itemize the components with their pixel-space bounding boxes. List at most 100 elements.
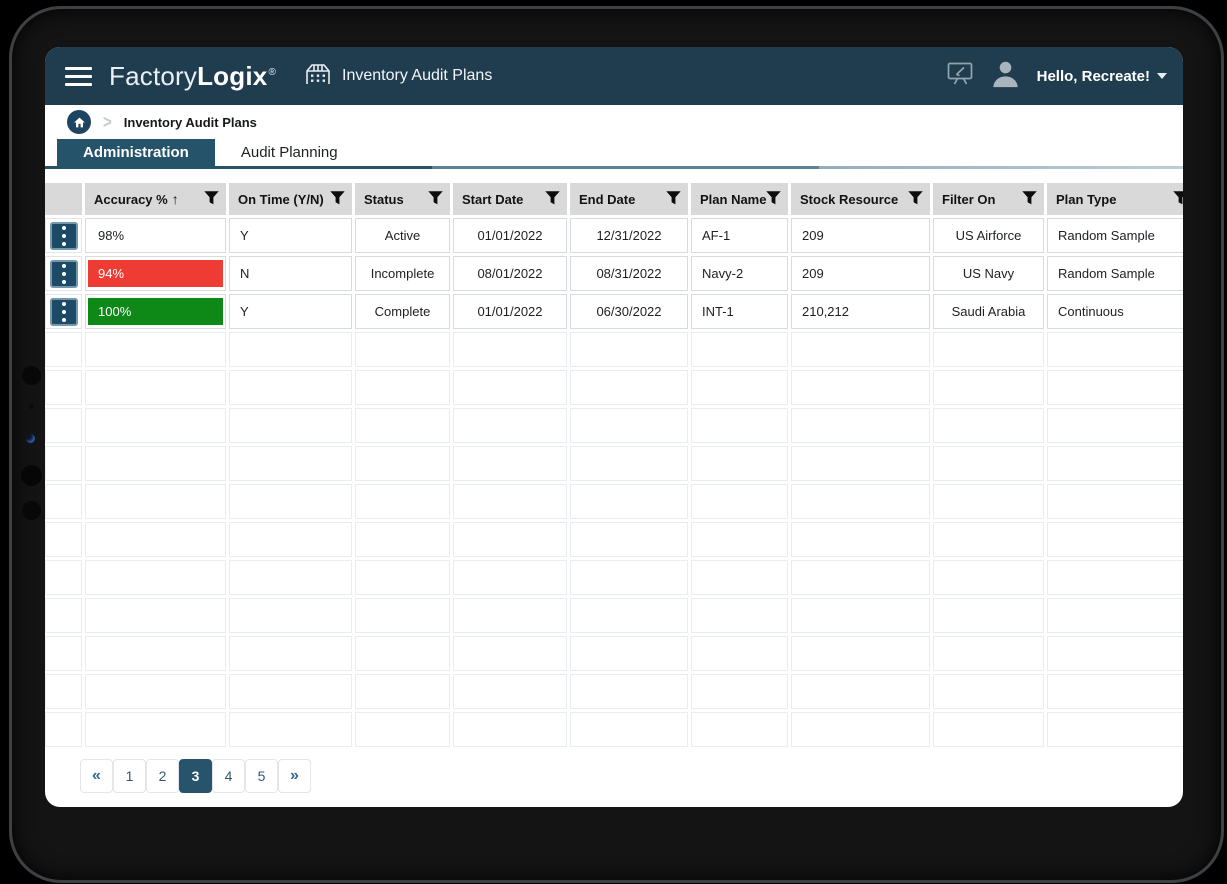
plan-name-cell[interactable]: INT-1 [691, 294, 788, 329]
plan-type-cell[interactable]: Random Sample [1047, 256, 1183, 291]
page-button-2[interactable]: 2 [146, 759, 179, 793]
tab-administration[interactable]: Administration [57, 139, 215, 166]
empty-cell [691, 446, 788, 481]
empty-cell [933, 674, 1044, 709]
accuracy-cell[interactable]: 100% [85, 294, 226, 329]
filter-icon[interactable] [428, 190, 443, 208]
breadcrumb-current: Inventory Audit Plans [123, 114, 257, 130]
on-time-cell[interactable]: Y [229, 294, 352, 329]
filter-icon[interactable] [204, 190, 219, 208]
empty-cell [355, 522, 450, 557]
monitor-edit-icon[interactable] [947, 62, 974, 91]
filter-icon[interactable] [908, 190, 923, 208]
plan-name-cell[interactable]: Navy-2 [691, 256, 788, 291]
filter-icon[interactable] [1173, 190, 1183, 208]
empty-cell [1047, 560, 1183, 595]
empty-cell [1047, 674, 1183, 709]
column-header-stock-resource[interactable]: Stock Resource [791, 183, 930, 215]
empty-cell [229, 598, 352, 633]
plan-type-cell[interactable]: Continuous [1047, 294, 1183, 329]
app-screen: FactoryLogix® [45, 47, 1183, 807]
end-date-cell[interactable]: 06/30/2022 [570, 294, 688, 329]
empty-cell [229, 636, 352, 671]
filter-icon[interactable] [330, 190, 345, 208]
empty-cell [355, 332, 450, 367]
stock-resource-cell[interactable]: 210,212 [791, 294, 930, 329]
filter-icon[interactable] [545, 190, 560, 208]
column-header-filter-on[interactable]: Filter On [933, 183, 1044, 215]
filter-on-cell[interactable]: US Airforce [933, 218, 1044, 253]
status-cell[interactable]: Complete [355, 294, 450, 329]
filter-icon[interactable] [1022, 190, 1037, 208]
stock-resource-cell[interactable]: 209 [791, 256, 930, 291]
empty-cell [1047, 408, 1183, 443]
pagination-prev-icon[interactable]: « [80, 759, 113, 793]
start-date-cell[interactable]: 01/01/2022 [453, 294, 567, 329]
pagination-next-icon[interactable]: » [278, 759, 311, 793]
empty-cell [229, 712, 352, 747]
empty-cell [691, 332, 788, 367]
empty-cell [229, 446, 352, 481]
empty-cell [933, 522, 1044, 557]
column-header-end-date[interactable]: End Date [570, 183, 688, 215]
page-button-4[interactable]: 4 [212, 759, 245, 793]
user-menu[interactable]: Hello, Recreate! [1037, 68, 1167, 85]
stock-resource-cell[interactable]: 209 [791, 218, 930, 253]
empty-cell [453, 560, 567, 595]
empty-cell [85, 674, 226, 709]
column-header-status[interactable]: Status [355, 183, 450, 215]
filter-on-cell[interactable]: Saudi Arabia [933, 294, 1044, 329]
accuracy-cell[interactable]: 94% [85, 256, 226, 291]
status-cell[interactable]: Incomplete [355, 256, 450, 291]
user-avatar-icon[interactable] [990, 58, 1021, 94]
plan-type-cell[interactable]: Random Sample [1047, 218, 1183, 253]
column-header-accuracy[interactable]: Accuracy % ↑ [85, 183, 226, 215]
row-menu-kebab-icon[interactable] [49, 297, 78, 326]
empty-cell [1047, 598, 1183, 633]
empty-cell [791, 370, 930, 405]
filter-icon[interactable] [766, 190, 782, 208]
page-button-5[interactable]: 5 [245, 759, 278, 793]
empty-cell [1047, 712, 1183, 747]
on-time-cell[interactable]: Y [229, 218, 352, 253]
row-menu-kebab-icon[interactable] [49, 259, 78, 288]
sort-asc-icon: ↑ [171, 191, 179, 207]
start-date-cell[interactable]: 08/01/2022 [453, 256, 567, 291]
column-header-row-menu[interactable] [45, 183, 82, 215]
empty-cell [570, 370, 688, 405]
empty-cell [45, 332, 82, 367]
column-header-plan-name[interactable]: Plan Name [691, 183, 788, 215]
empty-cell [791, 408, 930, 443]
accuracy-cell[interactable]: 98% [85, 218, 226, 253]
column-header-on-time-y-n[interactable]: On Time (Y/N) [229, 183, 352, 215]
row-menu-kebab-icon[interactable] [49, 221, 78, 250]
filter-icon[interactable] [666, 190, 681, 208]
menu-icon[interactable] [65, 66, 92, 86]
end-date-cell[interactable]: 12/31/2022 [570, 218, 688, 253]
empty-cell [45, 712, 82, 747]
on-time-cell[interactable]: N [229, 256, 352, 291]
column-header-start-date[interactable]: Start Date [453, 183, 567, 215]
home-icon[interactable] [67, 110, 91, 134]
tab-bar: Administration Audit Planning [57, 139, 1183, 166]
microphone-dot-icon [29, 404, 34, 409]
page-button-1[interactable]: 1 [113, 759, 146, 793]
empty-cell [791, 636, 930, 671]
page-button-3[interactable]: 3 [179, 759, 212, 793]
empty-cell [229, 408, 352, 443]
empty-cell [691, 712, 788, 747]
empty-cell [453, 712, 567, 747]
start-date-cell[interactable]: 01/01/2022 [453, 218, 567, 253]
filter-on-cell[interactable]: US Navy [933, 256, 1044, 291]
column-header-plan-type[interactable]: Plan Type [1047, 183, 1183, 215]
end-date-cell[interactable]: 08/31/2022 [570, 256, 688, 291]
plan-name-cell[interactable]: AF-1 [691, 218, 788, 253]
accuracy-bar: 100% [88, 298, 223, 325]
status-cell[interactable]: Active [355, 218, 450, 253]
empty-cell [229, 484, 352, 519]
empty-cell [791, 522, 930, 557]
empty-cell [85, 484, 226, 519]
empty-cell [45, 636, 82, 671]
tab-audit-planning[interactable]: Audit Planning [214, 139, 364, 166]
empty-cell [691, 484, 788, 519]
